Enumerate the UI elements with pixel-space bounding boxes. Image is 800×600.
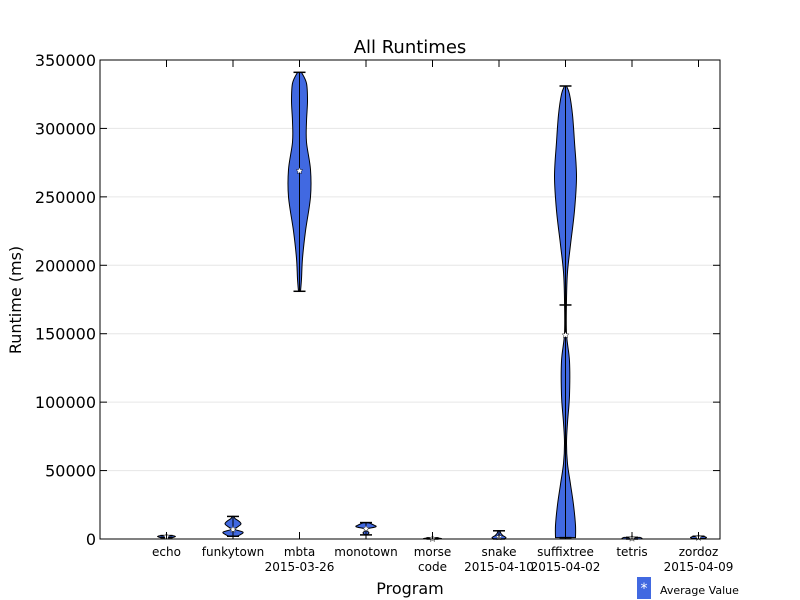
legend-label: Average Value — [660, 584, 739, 597]
x-tick-label: code — [418, 560, 447, 574]
x-tick-label: funkytown — [202, 545, 265, 559]
legend-swatch — [637, 577, 651, 599]
y-tick-label: 200000 — [35, 256, 96, 275]
mean-marker — [229, 525, 237, 533]
x-tick-label: echo — [152, 545, 181, 559]
mean-marker — [295, 166, 304, 175]
x-tick-label: zordoz — [679, 545, 719, 559]
x-tick-label: 2015-04-10 — [464, 560, 534, 574]
x-tick-label: 2015-03-26 — [265, 560, 335, 574]
y-axis: 0 50000 100000 150000 200000 250000 300000 3500… — [35, 51, 720, 549]
x-tick-label: 2015-04-02 — [531, 560, 601, 574]
x-tick-label: tetris — [616, 545, 647, 559]
y-tick-label: 250000 — [35, 188, 96, 207]
x-tick-label: mbta — [284, 545, 315, 559]
y-tick-label: 300000 — [35, 119, 96, 138]
x-tick-label: 2015-04-09 — [664, 560, 734, 574]
x-tick-label: suffixtree — [537, 545, 594, 559]
mean-marker — [362, 524, 370, 533]
legend: * Average Value — [637, 577, 739, 599]
gridlines — [100, 127, 720, 472]
x-tick-label: monotown — [334, 545, 397, 559]
plot-frame — [99, 59, 721, 540]
y-tick-label: 150000 — [35, 325, 96, 344]
chart-title: All Runtimes — [354, 37, 467, 58]
violins — [156, 71, 707, 542]
x-tick-label: morse — [414, 545, 452, 559]
y-tick-label: 50000 — [45, 462, 96, 481]
y-tick-label: 350000 — [35, 51, 96, 70]
y-tick-label: 0 — [86, 530, 96, 549]
x-tick-label: snake — [481, 545, 516, 559]
legend-marker: * — [641, 581, 648, 597]
y-tick-label: 100000 — [35, 393, 96, 412]
mean-marker — [561, 330, 570, 339]
y-axis-label: Runtime (ms) — [6, 246, 25, 354]
x-axis-label: Program — [376, 579, 444, 598]
